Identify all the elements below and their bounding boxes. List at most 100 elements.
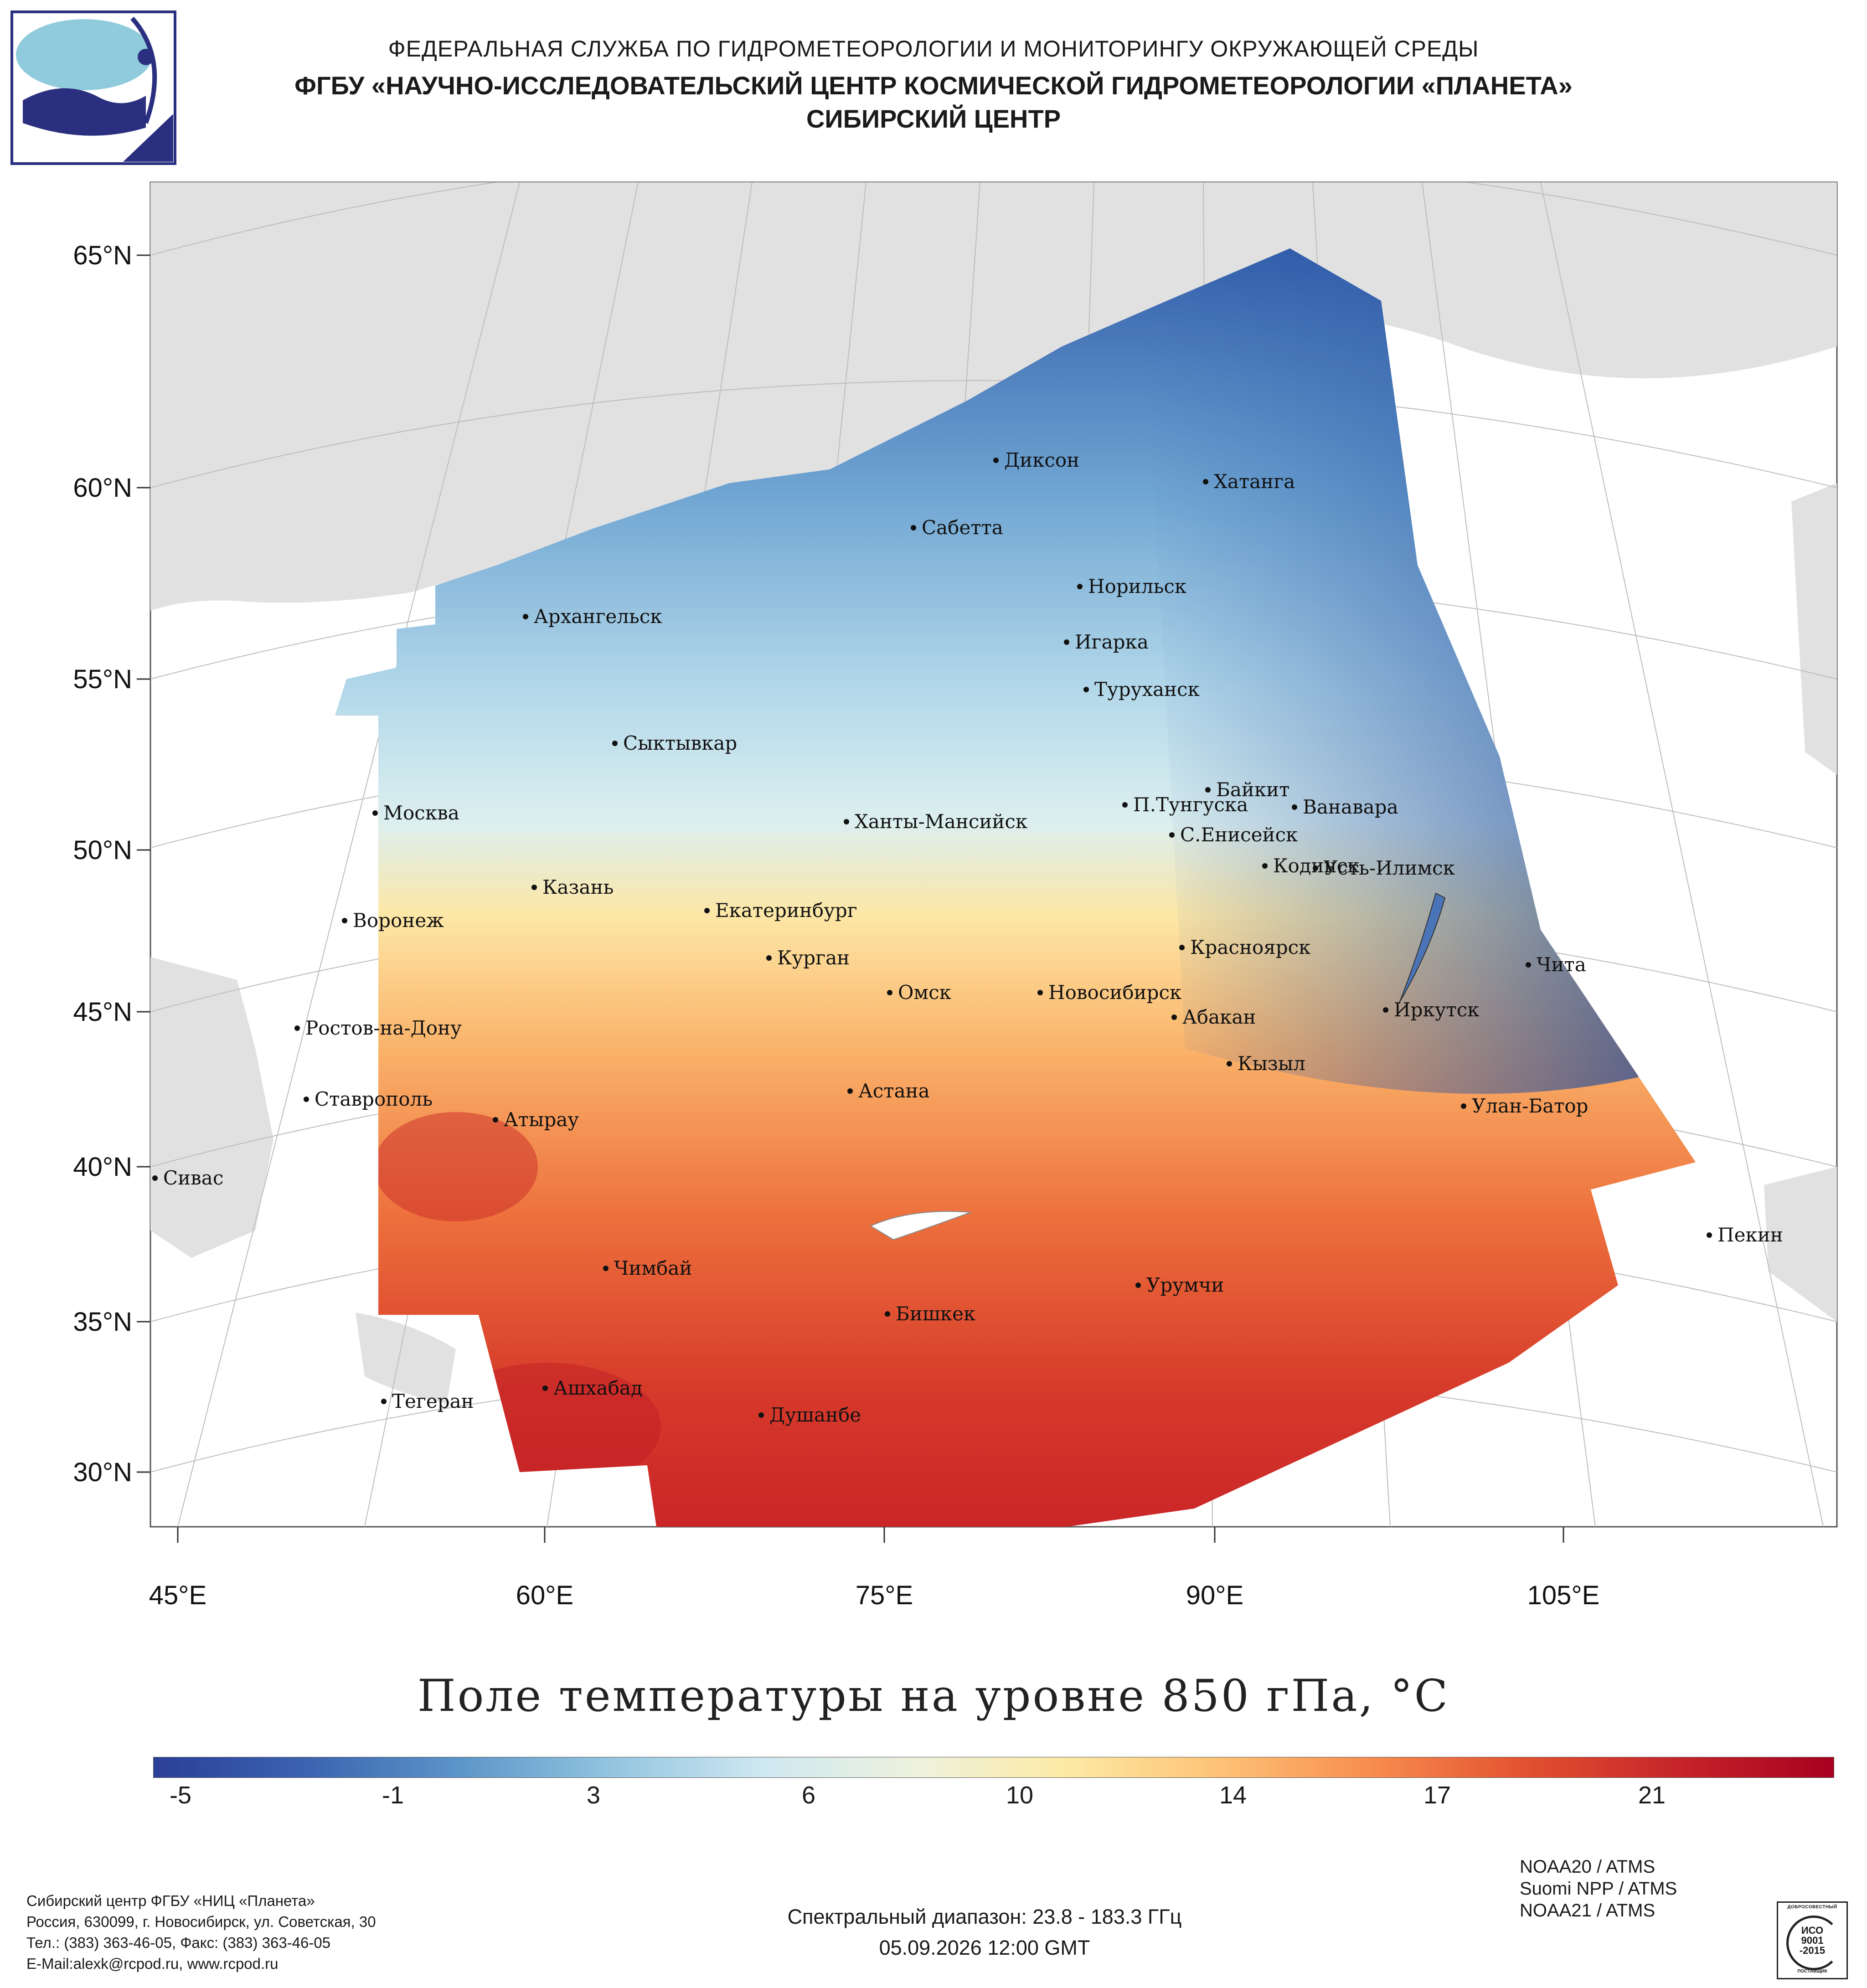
city-label: С.Енисейск bbox=[1180, 824, 1298, 846]
city-marker bbox=[1064, 639, 1069, 645]
city-marker bbox=[152, 1175, 158, 1181]
city-label: Усть-Илимск bbox=[1324, 857, 1455, 879]
city-marker bbox=[1292, 804, 1297, 810]
org-line-2: Россия, 630099, г. Новосибирск, ул. Сове… bbox=[26, 1913, 376, 1930]
city-label: Пекин bbox=[1717, 1224, 1783, 1246]
city-marker bbox=[603, 1266, 609, 1271]
city-label: Красноярск bbox=[1190, 936, 1310, 958]
org-line-3: Тел.: (383) 363-46-05, Факс: (383) 363-4… bbox=[26, 1934, 331, 1951]
city-marker bbox=[342, 918, 347, 923]
badge-ring bbox=[1786, 1916, 1841, 1970]
city-label: Курган bbox=[777, 947, 850, 969]
header-line-2: ФГБУ «НАУЧНО-ИССЛЕДОВАТЕЛЬСКИЙ ЦЕНТР КОС… bbox=[294, 71, 1573, 100]
colorbar-tick-label: 21 bbox=[1638, 1782, 1666, 1809]
org-line-1: Сибирский центр ФГБУ «НИЦ «Планета» bbox=[26, 1892, 315, 1909]
city-label: Душанбе bbox=[769, 1404, 861, 1426]
observation-info: Спектральный диапазон: 23.8 - 183.3 ГГц … bbox=[638, 1901, 1331, 1963]
city-label: Туруханск bbox=[1094, 678, 1200, 700]
lat-label: 50°N bbox=[73, 835, 132, 865]
city-marker bbox=[1461, 1103, 1466, 1109]
org-line-4: E-Mail:alexk@rcpod.ru, www.rcpod.ru bbox=[26, 1955, 279, 1972]
city-label: Абакан bbox=[1182, 1006, 1256, 1028]
city-marker bbox=[1122, 802, 1128, 808]
map-figure: 65°N 60°N 55°N 50°N 45°N 40°N 35°N 30°N 45°E 60°… bbox=[73, 181, 1838, 1610]
city-marker bbox=[911, 525, 916, 530]
map-title: Поле температуры на уровне 850 гПа, °C bbox=[417, 1670, 1450, 1721]
city-marker bbox=[993, 458, 999, 463]
city-label: Воронеж bbox=[353, 909, 444, 932]
lat-label: 55°N bbox=[73, 664, 132, 694]
city-label: Иркутск bbox=[1394, 999, 1479, 1021]
city-label: Архангельск bbox=[534, 605, 662, 628]
lon-label: 90°E bbox=[1186, 1581, 1243, 1610]
city-label: Кызыл bbox=[1238, 1052, 1305, 1075]
colorbar-tick-label: 10 bbox=[1006, 1782, 1034, 1809]
satellite-3: NOAA21 / ATMS bbox=[1520, 1900, 1656, 1921]
city-marker bbox=[758, 1412, 764, 1418]
badge-line-3: -2015 bbox=[1799, 1945, 1826, 1956]
city-label: Ашхабад bbox=[553, 1377, 643, 1399]
lon-label: 45°E bbox=[149, 1581, 206, 1610]
city-marker bbox=[1179, 945, 1185, 950]
city-label: П.Тунгуска bbox=[1133, 793, 1248, 816]
city-marker bbox=[1169, 832, 1175, 838]
city-label: Улан-Батор bbox=[1472, 1095, 1588, 1117]
lon-label: 75°E bbox=[856, 1581, 913, 1610]
city-marker bbox=[704, 908, 710, 913]
city-label: Хатанга bbox=[1214, 470, 1295, 493]
city-marker bbox=[1037, 990, 1043, 995]
city-label: Ванавара bbox=[1303, 796, 1398, 818]
city-marker bbox=[1526, 962, 1531, 968]
city-label: Омск bbox=[898, 981, 951, 1004]
city-marker bbox=[612, 741, 618, 746]
city-marker bbox=[1135, 1282, 1141, 1288]
city-marker bbox=[1313, 865, 1318, 871]
header-line-1: ФЕДЕРАЛЬНАЯ СЛУЖБА ПО ГИДРОМЕТЕОРОЛОГИИ … bbox=[388, 36, 1479, 62]
city-label: Диксон bbox=[1004, 449, 1079, 471]
colorbar bbox=[153, 1757, 1834, 1778]
city-marker bbox=[294, 1025, 300, 1031]
city-label: Казань bbox=[542, 876, 614, 898]
colorbar-tick-label: 6 bbox=[801, 1782, 816, 1809]
city-marker bbox=[844, 819, 849, 824]
city-marker bbox=[1707, 1232, 1712, 1238]
badge-line-1: ИСО bbox=[1801, 1925, 1824, 1936]
city-marker bbox=[847, 1088, 853, 1094]
badge-text: ИСО 9001 -2015 bbox=[1778, 1926, 1846, 1956]
city-marker bbox=[1077, 584, 1083, 589]
city-marker bbox=[304, 1097, 309, 1102]
city-marker bbox=[766, 955, 772, 961]
colorbar-tick-label: 14 bbox=[1219, 1782, 1247, 1809]
spectral-range: Спектральный диапазон: 23.8 - 183.3 ГГц bbox=[787, 1905, 1182, 1928]
city-marker bbox=[1203, 479, 1208, 484]
city-label: Москва bbox=[383, 802, 459, 824]
city-label: Чимбай bbox=[614, 1257, 692, 1279]
longitude-labels: 45°E 60°E 75°E 90°E 105°E bbox=[149, 1527, 1600, 1610]
organization-info: Сибирский центр ФГБУ «НИЦ «Планета» Росс… bbox=[26, 1890, 376, 1974]
lon-label: 105°E bbox=[1527, 1581, 1600, 1610]
satellite-list: NOAA20 / ATMS Suomi NPP / ATMS NOAA21 / … bbox=[1520, 1856, 1677, 1921]
lat-label: 35°N bbox=[73, 1307, 132, 1337]
city-marker bbox=[1205, 787, 1211, 793]
lat-label: 45°N bbox=[73, 997, 132, 1027]
colorbar-tick-label: 17 bbox=[1423, 1782, 1451, 1809]
lat-label: 30°N bbox=[73, 1458, 132, 1487]
city-label: Байкит bbox=[1216, 778, 1289, 801]
city-marker bbox=[1227, 1061, 1232, 1066]
badge-line-2: 9001 bbox=[1801, 1935, 1824, 1946]
lat-label: 40°N bbox=[73, 1152, 132, 1182]
lon-label: 60°E bbox=[516, 1581, 573, 1610]
observation-datetime: 05.09.2026 12:00 GMT bbox=[879, 1936, 1090, 1959]
city-label: Атырау bbox=[504, 1108, 579, 1131]
city-marker bbox=[523, 614, 528, 619]
city-label: Урумчи bbox=[1146, 1274, 1224, 1296]
city-label: Сыктывкар bbox=[623, 732, 737, 754]
colorbar-tick-label: 3 bbox=[586, 1782, 601, 1809]
city-label: Новосибирск bbox=[1048, 981, 1181, 1004]
city-marker bbox=[1171, 1015, 1177, 1020]
city-marker bbox=[1383, 1007, 1388, 1013]
colorbar-tick-label: -5 bbox=[169, 1782, 192, 1809]
city-marker bbox=[381, 1399, 387, 1404]
lat-label: 60°N bbox=[73, 473, 132, 503]
city-label: Ханты-Мансийск bbox=[855, 810, 1027, 833]
